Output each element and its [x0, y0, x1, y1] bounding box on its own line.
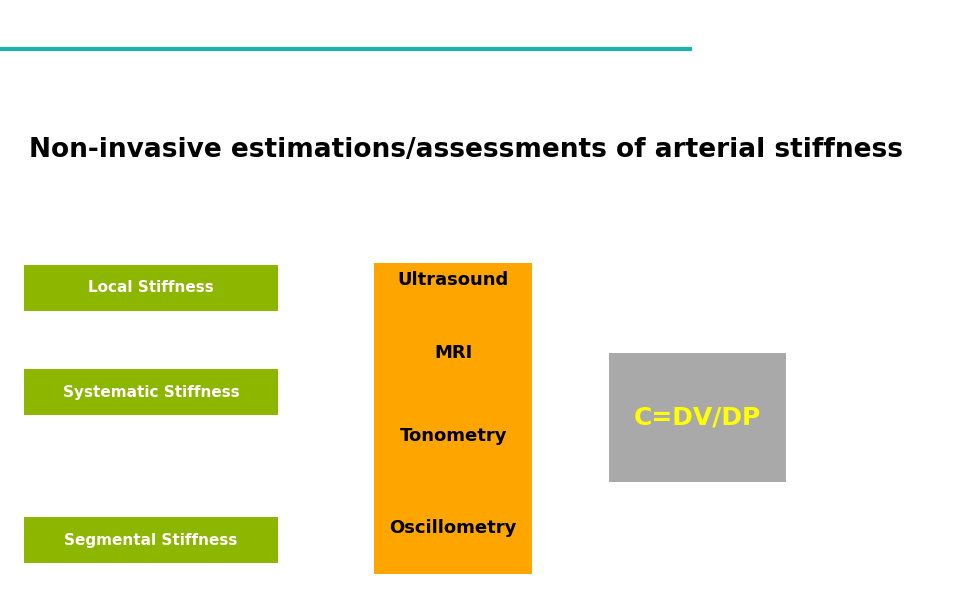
- Text: Oscillometry: Oscillometry: [389, 519, 517, 537]
- Text: 15 Πανελλήνιο Συνέδριο Υπέρτασης - Αθήνα 9-10 Μαρτίου 2012: 15 Πανελλήνιο Συνέδριο Υπέρτασης - Αθήνα…: [10, 7, 557, 23]
- Text: C=DV/DP: C=DV/DP: [634, 406, 761, 430]
- FancyBboxPatch shape: [374, 263, 532, 574]
- Text: Tonometry: Tonometry: [399, 427, 507, 445]
- Text: Εκπαιδευτικό Σεμινάριο: Υπέρταση και βλάβη οργάνων: Εκπαιδευτικό Σεμινάριο: Υπέρταση και βλά…: [10, 59, 393, 73]
- Text: Systematic Stiffness: Systematic Stiffness: [62, 385, 240, 400]
- Text: στόχων - Αξιολόγηση βλάβης (ΑΣ): στόχων - Αξιολόγηση βλάβης (ΑΣ): [10, 89, 248, 103]
- Text: MRI: MRI: [434, 345, 472, 362]
- FancyBboxPatch shape: [609, 353, 786, 482]
- Text: Segmental Stiffness: Segmental Stiffness: [64, 533, 238, 548]
- Text: Non-invasive estimations/assessments of arterial stiffness: Non-invasive estimations/assessments of …: [29, 137, 902, 163]
- FancyBboxPatch shape: [24, 369, 278, 415]
- FancyBboxPatch shape: [24, 264, 278, 311]
- Text: Local Stiffness: Local Stiffness: [88, 280, 214, 295]
- Text: Ultrasound: Ultrasound: [397, 272, 509, 289]
- FancyBboxPatch shape: [24, 517, 278, 564]
